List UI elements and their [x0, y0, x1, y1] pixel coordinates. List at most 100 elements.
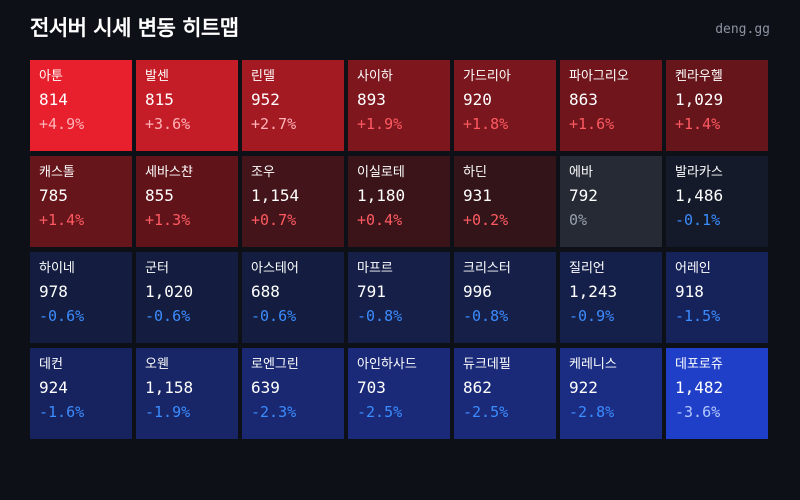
price-change: +0.2% [463, 211, 509, 229]
server-price: 920 [463, 90, 492, 109]
price-change: -0.6% [145, 307, 191, 325]
server-price: 978 [39, 282, 68, 301]
server-name: 파아그리오 [569, 69, 629, 84]
server-tile[interactable]: 군터 1,020 -0.6% [136, 252, 238, 343]
server-tile[interactable]: 이실로테 1,180 +0.4% [348, 156, 450, 247]
server-price: 918 [675, 282, 704, 301]
server-tile[interactable]: 에바 792 0% [560, 156, 662, 247]
server-price: 1,482 [675, 378, 724, 397]
price-change: +1.6% [569, 115, 615, 133]
server-tile[interactable]: 마프르 791 -0.8% [348, 252, 450, 343]
price-change: -3.6% [675, 403, 721, 421]
server-price: 862 [463, 378, 492, 397]
server-name: 케레니스 [569, 357, 617, 372]
server-name: 어레인 [675, 261, 711, 276]
price-change: -0.1% [675, 211, 721, 229]
server-tile[interactable]: 사이하 893 +1.9% [348, 60, 450, 151]
price-change: +1.4% [675, 115, 721, 133]
server-tile[interactable]: 아스테어 688 -0.6% [242, 252, 344, 343]
server-name: 캐스톨 [39, 165, 75, 180]
server-name: 린델 [251, 69, 275, 84]
heatmap-grid: 아툰 814 +4.9% 발센 815 +3.6% 린델 952 +2.7% 사이하 893 +1.9… [30, 60, 768, 439]
server-tile[interactable]: 데컨 924 -1.6% [30, 348, 132, 439]
server-tile[interactable]: 하딘 931 +0.2% [454, 156, 556, 247]
price-change: -0.6% [39, 307, 85, 325]
server-name: 군터 [145, 261, 169, 276]
server-name: 오웬 [145, 357, 169, 372]
server-tile[interactable]: 데포로쥬 1,482 -3.6% [666, 348, 768, 439]
server-tile[interactable]: 린델 952 +2.7% [242, 60, 344, 151]
server-name: 아인하사드 [357, 357, 417, 372]
price-change: -0.9% [569, 307, 615, 325]
server-tile[interactable]: 조우 1,154 +0.7% [242, 156, 344, 247]
server-tile[interactable]: 듀크데필 862 -2.5% [454, 348, 556, 439]
price-change: +1.3% [145, 211, 191, 229]
server-name: 마프르 [357, 261, 393, 276]
server-name: 질리언 [569, 261, 605, 276]
server-tile[interactable]: 켄라우헬 1,029 +1.4% [666, 60, 768, 151]
server-name: 아스테어 [251, 261, 299, 276]
server-name: 발라카스 [675, 165, 723, 180]
price-change: +1.8% [463, 115, 509, 133]
price-change: 0% [569, 211, 588, 229]
server-price: 814 [39, 90, 68, 109]
server-name: 로엔그린 [251, 357, 299, 372]
server-name: 하딘 [463, 165, 487, 180]
server-tile[interactable]: 세바스챤 855 +1.3% [136, 156, 238, 247]
server-name: 크리스터 [463, 261, 511, 276]
server-name: 가드리아 [463, 69, 511, 84]
server-tile[interactable]: 파아그리오 863 +1.6% [560, 60, 662, 151]
server-price: 791 [357, 282, 386, 301]
server-name: 켄라우헬 [675, 69, 723, 84]
server-name: 하이네 [39, 261, 75, 276]
server-tile[interactable]: 로엔그린 639 -2.3% [242, 348, 344, 439]
price-change: +0.7% [251, 211, 297, 229]
server-tile[interactable]: 발센 815 +3.6% [136, 60, 238, 151]
server-price: 924 [39, 378, 68, 397]
server-price: 639 [251, 378, 280, 397]
server-name: 아툰 [39, 69, 63, 84]
price-change: +1.9% [357, 115, 403, 133]
server-price: 922 [569, 378, 598, 397]
server-tile[interactable]: 오웬 1,158 -1.9% [136, 348, 238, 439]
server-price: 1,486 [675, 186, 724, 205]
server-price: 792 [569, 186, 598, 205]
server-price: 785 [39, 186, 68, 205]
price-change: +2.7% [251, 115, 297, 133]
price-change: -2.3% [251, 403, 297, 421]
server-price: 1,020 [145, 282, 194, 301]
server-tile[interactable]: 케레니스 922 -2.8% [560, 348, 662, 439]
server-price: 893 [357, 90, 386, 109]
server-tile[interactable]: 아툰 814 +4.9% [30, 60, 132, 151]
server-name: 에바 [569, 165, 593, 180]
server-tile[interactable]: 크리스터 996 -0.8% [454, 252, 556, 343]
server-name: 세바스챤 [145, 165, 193, 180]
price-change: -0.8% [357, 307, 403, 325]
price-change: -2.5% [357, 403, 403, 421]
server-tile[interactable]: 어레인 918 -1.5% [666, 252, 768, 343]
server-name: 듀크데필 [463, 357, 511, 372]
price-change: -0.6% [251, 307, 297, 325]
server-tile[interactable]: 아인하사드 703 -2.5% [348, 348, 450, 439]
server-tile[interactable]: 캐스톨 785 +1.4% [30, 156, 132, 247]
price-change: +3.6% [145, 115, 191, 133]
server-price: 1,243 [569, 282, 618, 301]
price-change: -2.5% [463, 403, 509, 421]
server-price: 863 [569, 90, 598, 109]
server-name: 사이하 [357, 69, 393, 84]
price-change: +1.4% [39, 211, 85, 229]
server-price: 688 [251, 282, 280, 301]
server-name: 발센 [145, 69, 169, 84]
server-price: 1,029 [675, 90, 724, 109]
price-change: -2.8% [569, 403, 615, 421]
server-name: 데컨 [39, 357, 63, 372]
price-change: -1.6% [39, 403, 85, 421]
header: 전서버 시세 변동 히트맵 deng.gg [30, 14, 770, 46]
server-price: 1,180 [357, 186, 406, 205]
server-tile[interactable]: 하이네 978 -0.6% [30, 252, 132, 343]
server-tile[interactable]: 질리언 1,243 -0.9% [560, 252, 662, 343]
server-tile[interactable]: 가드리아 920 +1.8% [454, 60, 556, 151]
server-price: 855 [145, 186, 174, 205]
server-tile[interactable]: 발라카스 1,486 -0.1% [666, 156, 768, 247]
